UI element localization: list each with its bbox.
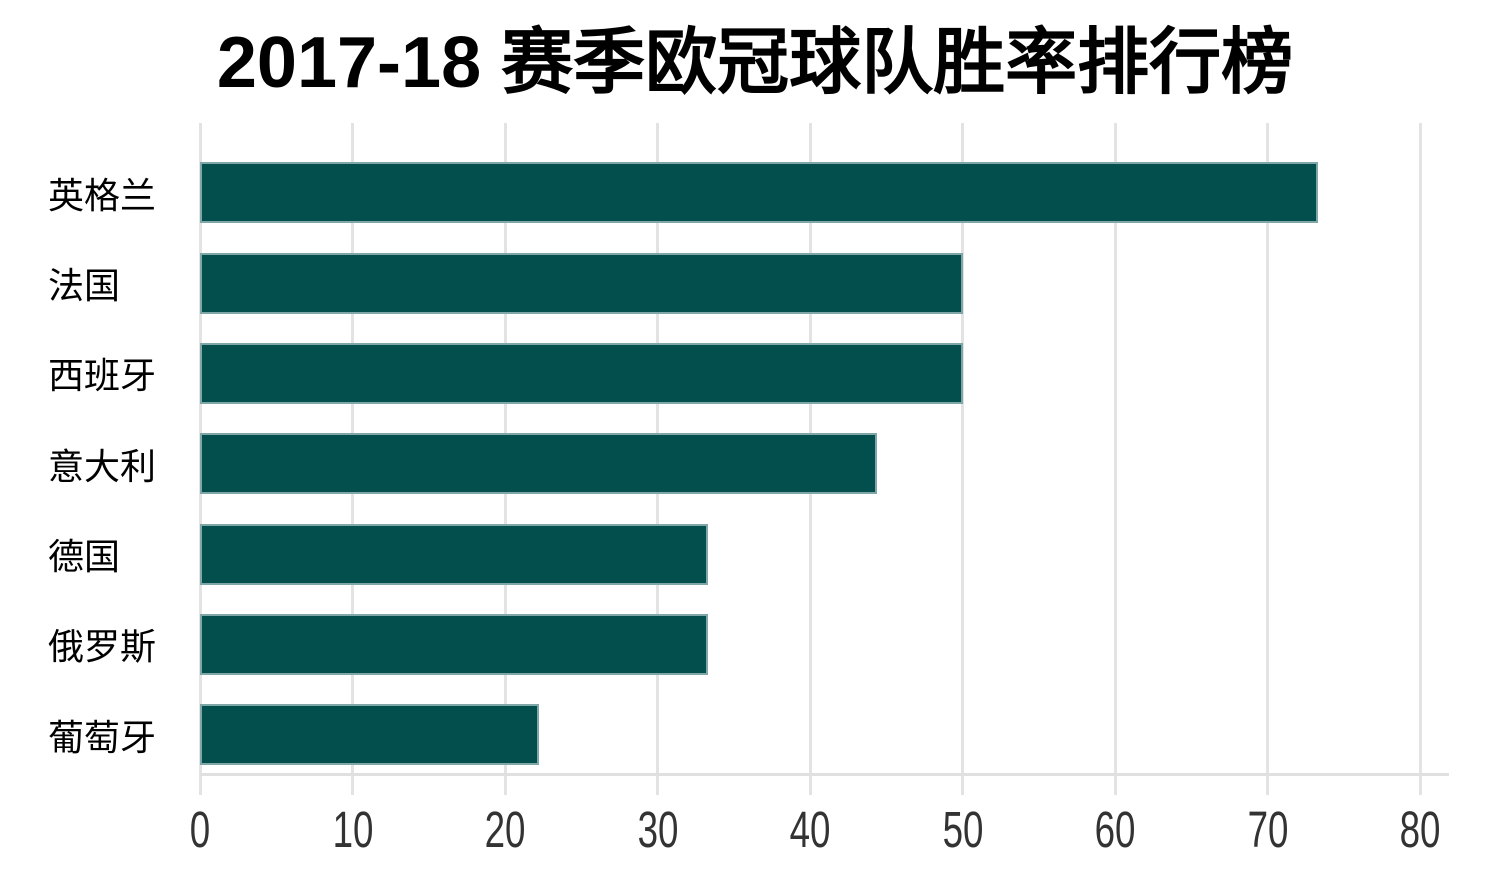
bar-俄罗斯 (200, 613, 708, 675)
bar-意大利 (200, 433, 878, 495)
x-tick-label-20: 20 (484, 801, 526, 858)
x-tick-label-0: 0 (189, 801, 211, 858)
x-tick-label-40: 40 (789, 801, 831, 858)
category-label-德国: 德国 (48, 536, 121, 577)
bar-英格兰 (200, 162, 1318, 224)
x-tick-label-80: 80 (1399, 801, 1441, 858)
x-tick-label-10: 10 (332, 801, 373, 858)
category-label-意大利: 意大利 (48, 445, 157, 487)
bar-法国 (200, 252, 963, 314)
category-label-英格兰: 英格兰 (48, 174, 157, 216)
category-label-法国: 法国 (48, 265, 121, 307)
chart-title: 2017-18 赛季欧冠球队胜率排行榜 (216, 23, 1294, 103)
bar-德国 (200, 523, 708, 585)
x-axis-line (200, 773, 1449, 776)
gridline-x-50 (961, 123, 964, 795)
category-label-俄罗斯: 俄罗斯 (48, 626, 157, 668)
x-tick-label-60: 60 (1094, 801, 1136, 858)
bar-葡萄牙 (200, 704, 539, 766)
plot-area (198, 123, 1447, 795)
category-label-葡萄牙: 葡萄牙 (48, 716, 157, 758)
x-tick-label-70: 70 (1247, 801, 1288, 858)
x-tick-label-50: 50 (942, 801, 983, 858)
gridline-x-60 (1113, 123, 1117, 795)
bar-西班牙 (200, 342, 963, 404)
gridline-x-70 (1266, 123, 1269, 795)
category-label-西班牙: 西班牙 (48, 355, 157, 397)
x-tick-label-30: 30 (637, 801, 678, 858)
gridline-x-80 (1418, 123, 1422, 795)
